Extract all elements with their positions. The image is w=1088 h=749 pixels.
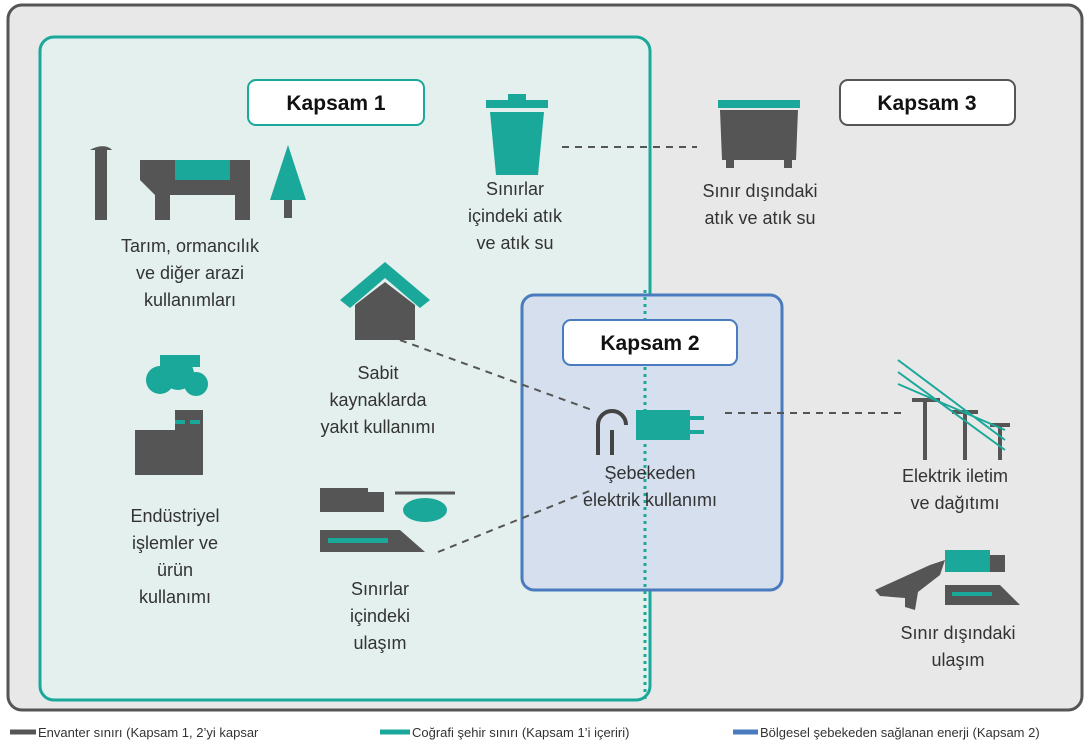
scope-label: Kapsam 3	[877, 92, 976, 115]
scope-label: Kapsam 2	[600, 332, 699, 355]
item-label: Endüstriyel	[130, 506, 219, 526]
item-label: elektrik kullanımı	[583, 490, 717, 510]
item-label: ulaşım	[353, 633, 406, 653]
legend: Envanter sınırı (Kapsam 1, 2’yi kapsar C…	[10, 725, 1040, 740]
item-label: Sınır dışındaki	[900, 623, 1015, 643]
item-label: Elektrik iletim	[902, 466, 1008, 486]
item-label: Sınırlar	[351, 579, 409, 599]
legend-label: Bölgesel şebekeden sağlanan enerji (Kaps…	[760, 725, 1040, 740]
legend-label: Envanter sınırı (Kapsam 1, 2’yi kapsar	[38, 725, 259, 740]
item-label: yakıt kullanımı	[320, 417, 435, 437]
legend-label: Coğrafi şehir sınırı (Kapsam 1’i içeriri…	[412, 725, 629, 740]
item-label: Sabit	[357, 363, 398, 383]
item-label: işlemler ve	[132, 533, 218, 553]
item-label: atık ve atık su	[704, 208, 815, 228]
item-label: Sınır dışındaki	[702, 181, 817, 201]
item-label: kullanımları	[144, 290, 236, 310]
item-label: ve diğer arazi	[136, 263, 244, 283]
scope-label: Kapsam 1	[286, 92, 386, 115]
item-label: kaynaklarda	[329, 390, 427, 410]
item-label: ulaşım	[931, 650, 984, 670]
item-label: içindeki	[350, 606, 410, 626]
item-label: Şebekeden	[604, 463, 695, 483]
diagram: Kapsam 1 Kapsam 3 Kapsam 2 Tarım, ormanc…	[0, 0, 1088, 749]
item-label: Tarım, ormancılık	[121, 236, 260, 256]
item-label: kullanımı	[139, 587, 211, 607]
item-label: ve dağıtımı	[910, 493, 999, 513]
item-label: ürün	[157, 560, 193, 580]
item-label: içindeki atık	[468, 206, 563, 226]
item-label: ve atık su	[476, 233, 553, 253]
item-label: Sınırlar	[486, 179, 544, 199]
page: Kapsam 1 Kapsam 3 Kapsam 2 Tarım, ormanc…	[0, 0, 1088, 749]
